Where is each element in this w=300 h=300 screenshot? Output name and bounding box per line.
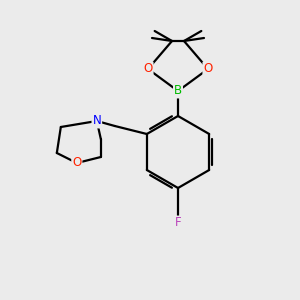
Text: O: O — [143, 62, 153, 76]
Text: O: O — [72, 157, 81, 169]
Text: F: F — [175, 217, 181, 230]
Text: N: N — [92, 115, 101, 128]
Text: O: O — [203, 62, 213, 76]
Text: B: B — [174, 85, 182, 98]
